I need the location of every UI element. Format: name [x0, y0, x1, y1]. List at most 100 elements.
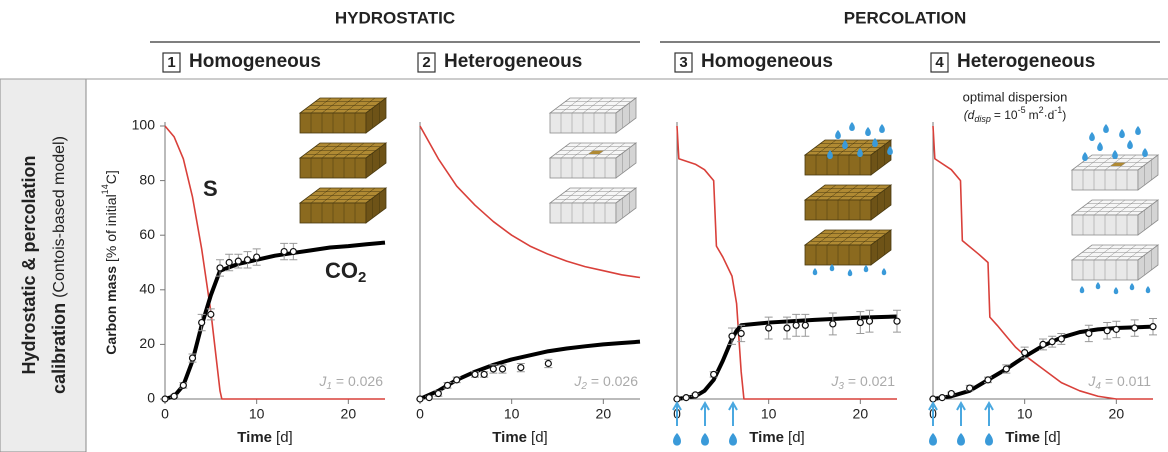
irrigation-arrow: [672, 400, 682, 426]
water-drop: [929, 433, 937, 446]
x-axis-label-part: Time: [492, 429, 527, 446]
observation: [710, 370, 718, 379]
panel-number: 3: [679, 54, 687, 71]
side-subtitle-bold: calibration: [49, 303, 69, 394]
water-drop: [865, 127, 871, 136]
annotation: (ddisp = 10-5 m2·d-1): [964, 105, 1067, 124]
irrigation-arrow: [984, 400, 994, 426]
series-line: [932, 324, 1154, 401]
series-label: S: [203, 176, 218, 201]
score-label-part: J: [318, 373, 327, 389]
y-axis-label-part: [% of initial: [103, 194, 119, 262]
group-title: HYDROSTATIC: [335, 8, 455, 27]
observation: [161, 395, 169, 403]
x-axis-label-part: Time: [749, 429, 784, 446]
water-drop: [829, 264, 835, 272]
observation: [783, 324, 791, 332]
score-label: J4 = 0.011: [1087, 373, 1151, 392]
irrigation-arrow: [928, 400, 938, 426]
water-drop: [1112, 150, 1118, 159]
water-drop: [863, 265, 869, 273]
annotation: optimal dispersion: [963, 89, 1068, 104]
y-tick-label: 60: [139, 226, 155, 242]
annotation-part: = 10: [994, 108, 1018, 122]
y-axis-label: Carbon mass [% of initial14C]: [100, 170, 118, 354]
water-drop: [729, 433, 737, 446]
water-drop: [1103, 124, 1109, 133]
observation: [966, 384, 974, 392]
x-axis-label: Time [d]: [1005, 429, 1060, 446]
score-label: J1 = 0.026: [318, 373, 383, 392]
water-drop: [1097, 142, 1103, 151]
panel-number-box: [674, 52, 693, 73]
x-axis-label-part: [d]: [788, 429, 805, 446]
score-label-part: J: [1087, 373, 1096, 389]
annotation-part: 2: [1039, 105, 1044, 115]
observation: [856, 318, 864, 327]
observation: [1131, 324, 1139, 332]
irrigation-arrow: [700, 400, 710, 426]
water-drop: [887, 146, 893, 155]
irrigation-arrow: [728, 400, 738, 426]
observation: [225, 258, 233, 267]
x-axis-label-part: Time: [1005, 429, 1040, 446]
y-tick-label: 40: [139, 281, 155, 297]
annotation-part: -5: [1018, 105, 1026, 115]
water-drop: [847, 269, 853, 277]
observation: [1048, 338, 1056, 346]
water-drop: [857, 148, 863, 157]
water-drop: [1089, 132, 1095, 141]
water-drop: [879, 124, 885, 133]
y-tick-label: 0: [147, 390, 155, 406]
score-label-part: = 0.011: [1105, 373, 1151, 389]
x-tick-label: 10: [1017, 406, 1033, 422]
water-drop: [1095, 282, 1101, 290]
observation: [1002, 365, 1010, 373]
observation: [216, 264, 224, 272]
observation: [170, 392, 178, 400]
panel-subtitle: Homogeneous: [189, 51, 321, 72]
water-drop: [701, 433, 709, 446]
x-tick-label: 20: [853, 406, 869, 422]
series-label-part: 2: [358, 269, 366, 286]
score-label: J2 = 0.026: [573, 373, 638, 392]
observation: [938, 394, 946, 402]
observation: [544, 359, 552, 368]
observation: [471, 370, 479, 379]
panel-subtitle: Heterogeneous: [957, 51, 1095, 72]
panel-number-box: [162, 52, 181, 73]
observation: [1103, 327, 1111, 335]
water-drop: [1142, 148, 1148, 157]
observation: [207, 310, 215, 318]
x-tick-label: 0: [161, 406, 169, 422]
water-drop: [985, 433, 993, 446]
y-tick-label: 20: [139, 335, 155, 351]
panel-number-box: [417, 52, 436, 73]
observation: [243, 256, 252, 264]
observation: [434, 389, 442, 398]
series-label: CO2: [325, 258, 366, 286]
observation: [280, 247, 288, 256]
observation: [1112, 325, 1120, 333]
water-drop: [849, 122, 855, 131]
water-drop: [1119, 129, 1125, 138]
x-tick-label: 0: [416, 406, 424, 422]
side-panel: [0, 78, 87, 452]
score-label-part: = 0.026: [591, 373, 638, 389]
annotation-part: -1: [1054, 105, 1062, 115]
water-drop: [842, 140, 848, 149]
observation: [480, 370, 488, 379]
annotation-part: (d: [964, 108, 975, 122]
score-label-part: = 0.021: [848, 373, 895, 389]
x-axis-label: Time [d]: [749, 429, 804, 446]
observation: [1039, 340, 1047, 348]
water-drop: [1135, 126, 1141, 135]
annotation-part: disp: [974, 114, 991, 124]
series-line: [419, 339, 641, 401]
annotation-part: ·d: [1044, 108, 1055, 122]
water-drop: [827, 150, 833, 159]
observation: [984, 376, 992, 384]
water-drop: [1127, 140, 1133, 149]
panel-number-box: [930, 52, 949, 73]
